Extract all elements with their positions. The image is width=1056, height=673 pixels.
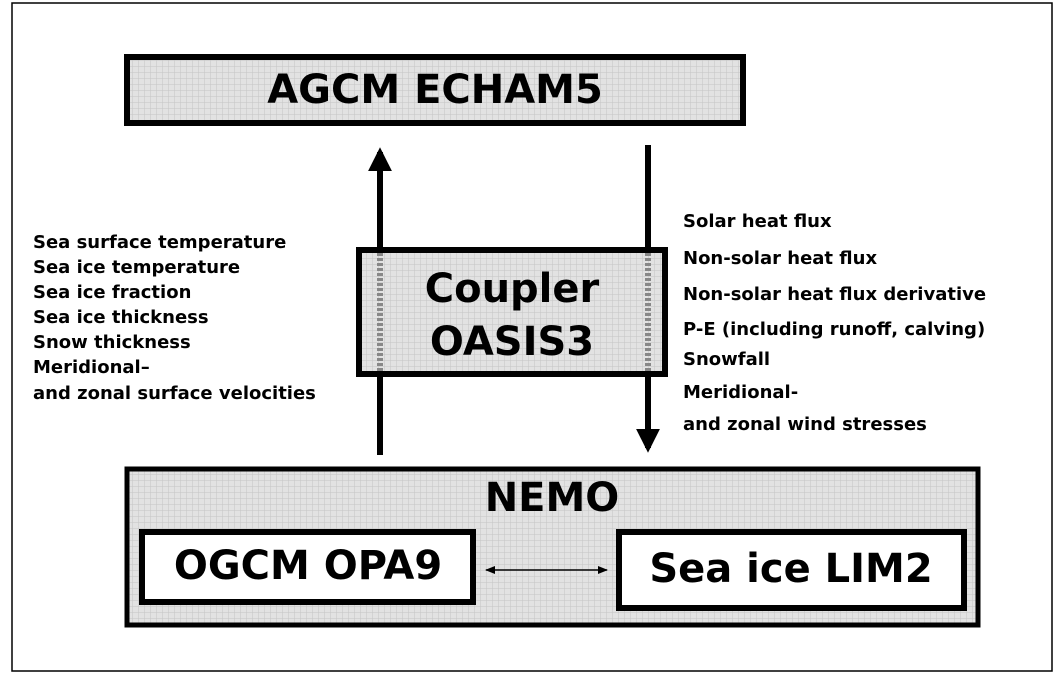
flux-label: Sea ice temperature <box>33 257 240 278</box>
flux-label: Snowfall <box>683 349 770 370</box>
flux-label: Sea surface temperature <box>33 232 286 253</box>
flux-label: Sea ice thickness <box>33 307 209 328</box>
ocean-box <box>139 529 476 605</box>
flux-label: and zonal surface velocities <box>33 383 316 404</box>
coupler-label: Coupler <box>425 266 600 312</box>
flux-label: Solar heat flux <box>683 211 832 232</box>
agcm-label: AGCM ECHAM5 <box>267 67 603 113</box>
flux-label: Snow thickness <box>33 332 191 353</box>
flux-label: and zonal wind stresses <box>683 414 927 435</box>
atmosphere-to-ocean-list: Solar heat flux Non-solar heat flux Non-so… <box>683 211 986 435</box>
flux-label: Sea ice fraction <box>33 282 191 303</box>
flux-label: P-E (including runoff, calving) <box>683 319 985 340</box>
agcm-box <box>124 54 746 126</box>
flux-label: Non-solar heat flux <box>683 248 877 269</box>
flux-label: Non-solar heat flux derivative <box>683 284 986 305</box>
nemo-label: NEMO <box>485 475 620 521</box>
frame <box>11 2 1053 672</box>
coupler-label: OASIS3 <box>430 319 594 365</box>
flux-label: Meridional– <box>33 357 150 378</box>
sea-ice-box <box>616 529 967 611</box>
coupler-box <box>356 247 668 377</box>
sea-ice-label: Sea ice LIM2 <box>649 546 932 592</box>
ocean-to-atmosphere-list: Sea surface temperature Sea ice temperatu… <box>33 232 316 404</box>
ocean-label: OGCM OPA9 <box>174 543 442 589</box>
flux-label: Meridional- <box>683 382 798 403</box>
